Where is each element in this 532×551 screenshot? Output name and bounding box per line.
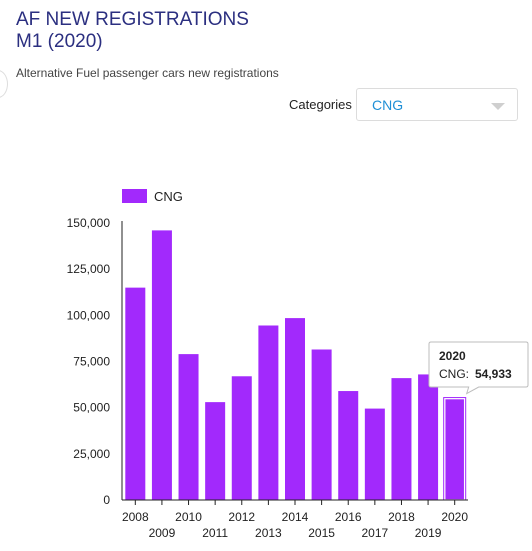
y-tick-label: 100,000 <box>67 308 111 322</box>
x-tick-label: 2012 <box>228 510 255 524</box>
bar-2012[interactable] <box>231 376 252 500</box>
legend-label: CNG <box>154 189 183 204</box>
chart-title: AF NEW REGISTRATIONS M1 (2020) <box>16 9 249 52</box>
x-tick-label: 2016 <box>335 510 362 524</box>
y-tick-label: 150,000 <box>67 216 111 230</box>
bar-2010[interactable] <box>178 354 199 500</box>
categories-label: Categories <box>289 97 352 112</box>
tooltip-year: 2020 <box>439 349 466 363</box>
bar-2014[interactable] <box>285 318 305 500</box>
x-tick-label: 2017 <box>361 526 388 540</box>
x-tick-label: 2008 <box>122 510 149 524</box>
x-tick-label: 2011 <box>202 526 228 540</box>
y-tick-label: 75,000 <box>73 355 110 369</box>
legend-swatch <box>122 189 147 203</box>
x-tick-label: 2010 <box>175 510 202 524</box>
bar-2016[interactable] <box>338 391 359 500</box>
y-tick-label: 50,000 <box>73 401 110 415</box>
bar-2009[interactable] <box>151 230 172 501</box>
chevron-down-icon <box>491 103 505 110</box>
bar-2013[interactable] <box>258 325 279 500</box>
bar-2015[interactable] <box>311 349 332 500</box>
x-tick-label: 2013 <box>255 526 282 540</box>
y-tick-label: 0 <box>103 493 110 507</box>
x-tick-label: 2020 <box>441 510 468 524</box>
y-tick-label: 125,000 <box>67 262 111 276</box>
bar-2018[interactable] <box>391 378 412 500</box>
bar-2020[interactable] <box>443 397 466 501</box>
bar-2019[interactable] <box>418 374 439 500</box>
x-tick-label: 2019 <box>415 526 442 540</box>
tooltip-value: 54,933 <box>475 367 512 381</box>
tooltip-box <box>428 341 529 395</box>
bar-2017[interactable] <box>364 408 385 500</box>
tooltip-series: CNG: <box>439 367 469 381</box>
bar-2008[interactable] <box>125 287 146 500</box>
chart-subtitle: Alternative Fuel passenger cars new regi… <box>16 66 279 80</box>
x-tick-label: 2015 <box>308 526 335 540</box>
x-tick-label: 2009 <box>149 526 176 540</box>
y-tick-label: 25,000 <box>73 447 110 461</box>
categories-dropdown[interactable]: CNG <box>356 88 518 121</box>
categories-selected-value: CNG <box>372 97 404 113</box>
bar-2011[interactable] <box>205 402 226 500</box>
x-tick-label: 2014 <box>282 510 309 524</box>
x-tick-label: 2018 <box>388 510 415 524</box>
